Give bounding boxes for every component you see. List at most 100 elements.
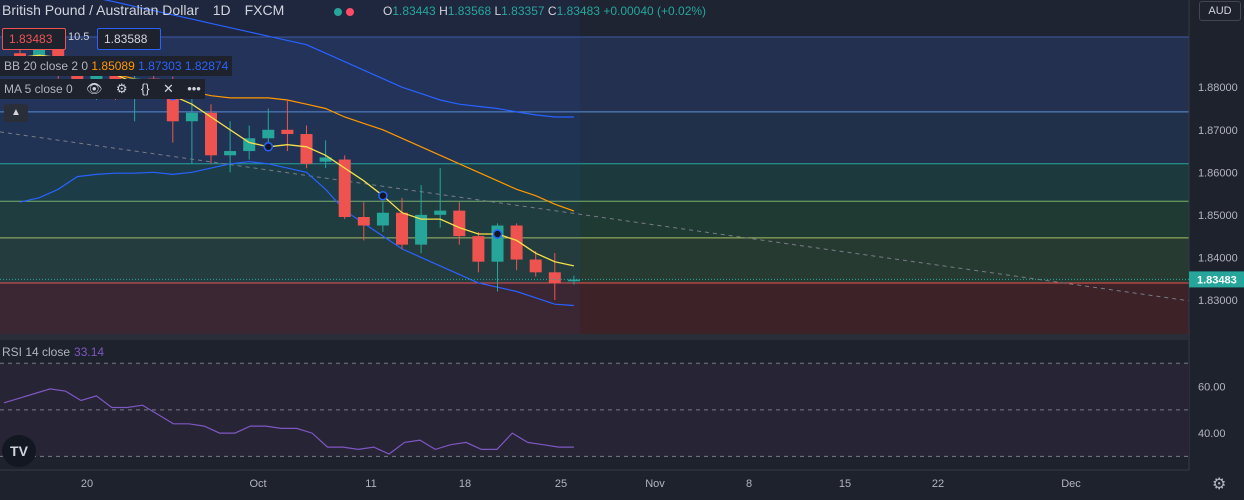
x-tick-label: Dec [1061, 478, 1081, 490]
candle [319, 140, 332, 169]
zone-5 [0, 282, 1189, 334]
spread-value: 10.5 [68, 31, 90, 43]
y-tick-label: 1.86000 [1198, 167, 1238, 179]
candle [510, 223, 523, 271]
last-price-tag [1189, 271, 1244, 288]
change-value: +0.00040 (+0.02%) [603, 4, 707, 18]
candle-body [338, 159, 351, 217]
zone-2 [0, 163, 1189, 202]
symbol-name: British Pound / Australian Dollar [2, 2, 199, 18]
candle-body [472, 236, 485, 262]
currency-button[interactable]: AUD [1199, 1, 1241, 21]
open-value: 1.83443 [392, 4, 436, 18]
rsi-line [3, 388, 574, 455]
bb-label: BB 20 close 2 0 [4, 59, 89, 73]
candle-body [567, 279, 580, 282]
candle [262, 108, 275, 147]
signal-marker [263, 142, 274, 152]
market-status[interactable] [334, 4, 358, 20]
candle [434, 168, 447, 228]
candle-body [396, 212, 408, 245]
x-tick-label: Nov [645, 478, 665, 490]
candle-body [262, 129, 275, 139]
market-open-dot-icon [334, 8, 342, 16]
settings-gear-icon[interactable]: ⚙ [1212, 476, 1227, 493]
close-icon[interactable]: ✕ [162, 81, 174, 96]
candle-body [185, 112, 198, 122]
rsi-tick-label: 40.00 [1198, 428, 1226, 440]
x-tick-label: 25 [555, 478, 567, 490]
trendline [0, 131, 1190, 302]
x-tick-label: Oct [249, 478, 266, 490]
candle [548, 253, 561, 300]
high-value: 1.83568 [447, 4, 492, 18]
source-code-icon[interactable]: {} [140, 81, 150, 96]
data-source: FXCM [244, 2, 285, 18]
candle-body [453, 210, 466, 237]
bb-shade [0, 0, 580, 334]
candle [529, 251, 542, 277]
y-tick-label: 1.83000 [1198, 295, 1238, 307]
last-price-label: 1.83483 [1197, 274, 1237, 286]
ma-legend[interactable]: MA 5 close 0 👁 ⚙ {} ✕ ••• [0, 79, 205, 99]
rsi-legend[interactable]: RSI 14 close 33.14 [2, 345, 104, 359]
candle-body [415, 214, 428, 245]
candle-body [357, 216, 370, 226]
candle [205, 104, 217, 164]
candle-body [434, 210, 447, 215]
zone-3 [0, 201, 1189, 238]
rsi-value: 33.14 [74, 345, 105, 359]
bb-basis-value: 1.85089 [91, 59, 135, 73]
bb-upper-line [103, 0, 574, 118]
candle-body [224, 151, 237, 156]
candle [567, 275, 580, 285]
bb-lower-value: 1.82874 [184, 59, 229, 73]
more-icon[interactable]: ••• [187, 81, 201, 96]
candle-body [281, 129, 294, 135]
pane-separator [0, 334, 1189, 340]
candle-body [548, 272, 561, 283]
y-tick-label: 1.85000 [1198, 210, 1238, 222]
gear-icon[interactable]: ⚙ [115, 81, 128, 96]
candle-body [319, 157, 332, 162]
bb-upper-value: 1.87303 [138, 59, 182, 73]
candle-body [376, 212, 389, 226]
sell-button[interactable]: 1.83483 [2, 28, 66, 50]
y-tick-label: 1.88000 [1198, 82, 1238, 94]
event-dot-icon [346, 8, 354, 16]
signal-marker [492, 229, 503, 239]
ma-label: MA 5 close 0 [4, 82, 73, 96]
rsi-tick-label: 60.00 [1198, 382, 1226, 394]
candle [338, 155, 351, 220]
tradingview-logo-icon[interactable]: TV [2, 435, 36, 467]
candle-body [529, 259, 542, 273]
close-value: 1.83483 [556, 4, 600, 18]
ohlc-values: O1.83443 H1.83568 L1.83357 C1.83483 +0.0… [383, 4, 707, 18]
bb-legend[interactable]: BB 20 close 2 0 1.85089 1.87303 1.82874 [0, 56, 233, 76]
candle [357, 202, 370, 241]
y-tick-label: 1.87000 [1198, 125, 1238, 137]
symbol-title[interactable]: British Pound / Australian Dollar 1D FXC… [2, 2, 284, 18]
signal-marker [378, 190, 388, 201]
candle-body [243, 138, 256, 152]
chevron-up-icon[interactable]: ▲ [4, 104, 28, 122]
price-axis-bg [1189, 0, 1244, 500]
buy-button[interactable]: 1.83588 [97, 28, 161, 50]
y-tick-label: 1.84000 [1198, 252, 1238, 264]
candle [453, 202, 466, 245]
zone-4 [0, 237, 1189, 283]
candle [472, 231, 485, 273]
candle-body [300, 134, 313, 164]
candle [185, 95, 198, 164]
candle [376, 202, 389, 232]
interval[interactable]: 1D [212, 2, 231, 18]
candle-body [205, 112, 217, 156]
x-tick-label: 18 [459, 478, 471, 490]
candle [281, 99, 294, 152]
x-tick-label: 11 [365, 478, 376, 490]
eye-icon[interactable]: 👁 [86, 81, 103, 96]
zone-1 [0, 111, 1189, 164]
rsi-label: RSI 14 close [2, 345, 71, 359]
